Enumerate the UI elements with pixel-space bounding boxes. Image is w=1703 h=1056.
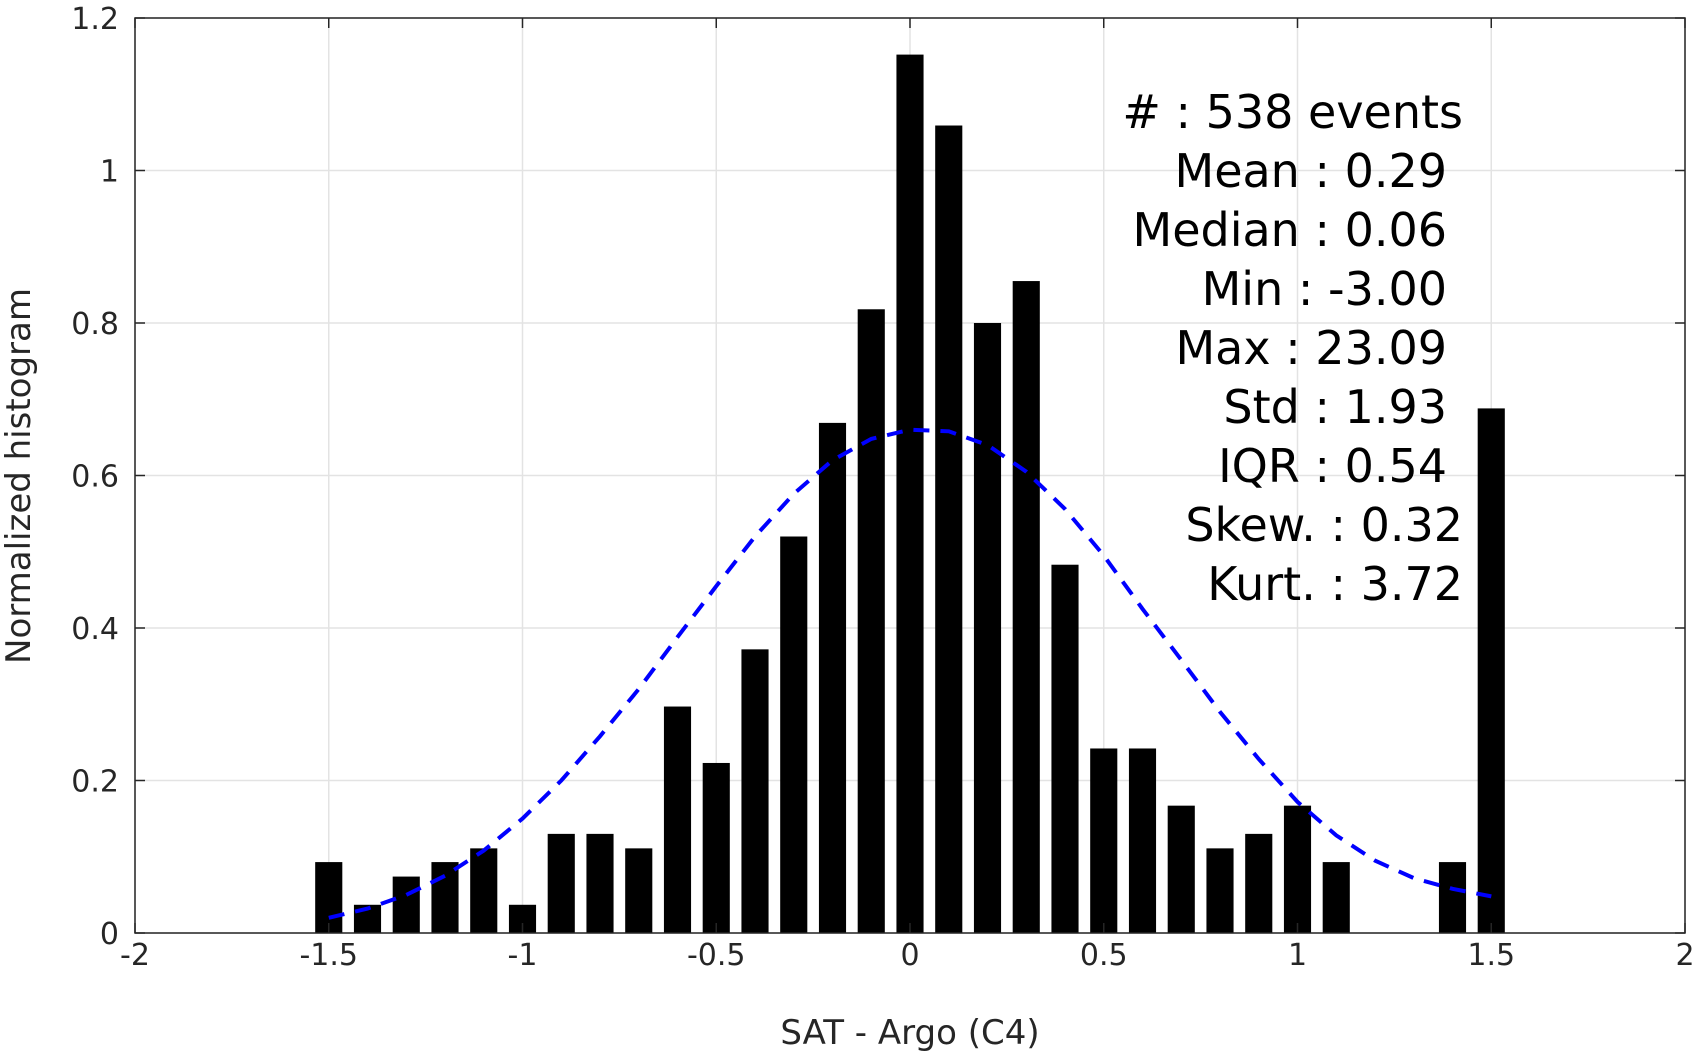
y-tick-label: 0.8 bbox=[71, 307, 119, 342]
histogram-bar bbox=[935, 125, 963, 933]
stats-line: Median : 0.06 bbox=[1133, 203, 1447, 257]
stats-line: # : 538 events bbox=[1122, 85, 1463, 139]
histogram-bar bbox=[1245, 833, 1273, 933]
y-axis-label: Normalized histogram bbox=[0, 288, 39, 664]
stats-line: Kurt. : 3.72 bbox=[1207, 557, 1463, 611]
histogram-bar bbox=[973, 323, 1002, 933]
stats-line: Std : 1.93 bbox=[1223, 380, 1447, 434]
y-tick-label: 0.2 bbox=[71, 765, 119, 800]
x-tick-label: -2 bbox=[120, 938, 150, 973]
histogram-bar bbox=[1477, 408, 1505, 933]
x-tick-label: 1.5 bbox=[1467, 938, 1515, 973]
stats-line: IQR : 0.54 bbox=[1218, 439, 1447, 493]
y-tick-label: 1 bbox=[100, 155, 119, 190]
histogram-bar bbox=[818, 422, 847, 933]
x-axis-label: SAT - Argo (C4) bbox=[780, 1013, 1039, 1053]
x-tick-label: 0.5 bbox=[1080, 938, 1128, 973]
stats-line: Max : 23.09 bbox=[1175, 321, 1447, 375]
histogram-bar bbox=[741, 649, 769, 933]
histogram-bar bbox=[663, 706, 692, 933]
histogram-bar bbox=[1090, 748, 1118, 933]
histogram-bar bbox=[780, 536, 808, 933]
x-tick-label: -0.5 bbox=[687, 938, 746, 973]
histogram-bars bbox=[315, 54, 1505, 934]
x-tick-label: 0 bbox=[900, 938, 919, 973]
x-tick-label: 2 bbox=[1675, 938, 1694, 973]
stats-line: Mean : 0.29 bbox=[1175, 144, 1448, 198]
histogram-bar bbox=[586, 833, 614, 933]
histogram-bar bbox=[896, 54, 924, 934]
histogram-bar bbox=[547, 833, 575, 933]
y-tick-label: 1.2 bbox=[71, 2, 119, 37]
stats-line: Min : -3.00 bbox=[1202, 262, 1447, 316]
histogram-bar bbox=[1012, 281, 1040, 933]
y-tick-label: 0.6 bbox=[71, 460, 119, 495]
x-tick-labels: -2 -1.5 -1 -0.5 0 0.5 1 1.5 2 bbox=[120, 938, 1695, 973]
histogram-bar bbox=[392, 876, 420, 933]
histogram-bar bbox=[431, 862, 459, 933]
histogram-bar bbox=[1167, 805, 1195, 933]
histogram-bar bbox=[315, 862, 343, 933]
x-tick-label: -1 bbox=[508, 938, 538, 973]
normal-fit-curve bbox=[328, 427, 1492, 920]
y-tick-label: 0 bbox=[100, 917, 119, 952]
histogram-bar bbox=[1322, 862, 1350, 933]
x-tick-label: 1 bbox=[1288, 938, 1307, 973]
stats-line: Skew. : 0.32 bbox=[1185, 498, 1463, 552]
histogram-bar bbox=[1438, 862, 1467, 933]
histogram-bar bbox=[857, 309, 885, 933]
histogram-bar bbox=[702, 762, 730, 933]
histogram-bar bbox=[1051, 564, 1079, 933]
histogram-bar bbox=[625, 848, 653, 933]
axes-frame bbox=[134, 17, 1686, 934]
histogram-bar bbox=[1206, 848, 1234, 933]
histogram-bar bbox=[1283, 805, 1312, 933]
y-tick-label: 0.4 bbox=[71, 612, 119, 647]
histogram-bar bbox=[1128, 748, 1157, 933]
x-tick-label: -1.5 bbox=[299, 938, 358, 973]
y-tick-labels: 0 0.2 0.4 0.6 0.8 1 1.2 bbox=[71, 2, 119, 952]
histogram-bar bbox=[470, 848, 498, 933]
